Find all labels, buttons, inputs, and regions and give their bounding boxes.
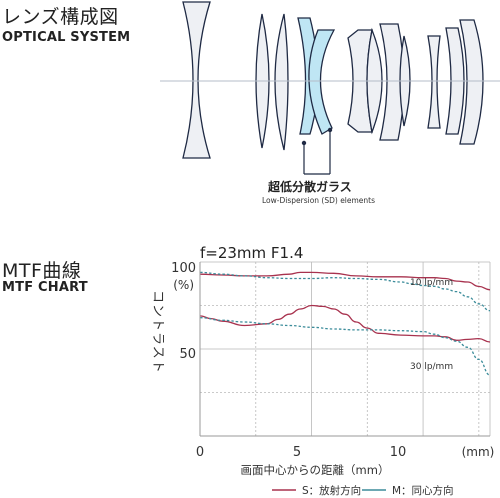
x-tick-label-5: 5 xyxy=(293,445,301,460)
series-layer xyxy=(199,271,491,376)
x-axis-label: 画面中心からの距離（mm） xyxy=(241,463,390,477)
y-tick-label-50: 50 xyxy=(179,347,196,362)
callout-dot-1 xyxy=(301,140,307,146)
grid xyxy=(199,261,491,436)
lens-element-3 xyxy=(274,13,289,151)
x-tick-label-0: 0 xyxy=(196,445,204,460)
sd-element-2 xyxy=(308,29,336,135)
series-line-0 xyxy=(199,271,491,291)
sd-callout-jp: 超低分散ガラス xyxy=(268,180,352,194)
y-axis-label: コントラスト xyxy=(150,290,165,374)
x-tick-label-10: 10 xyxy=(390,445,407,460)
series-line-1 xyxy=(199,271,491,312)
lens-title-en: OPTICAL SYSTEM xyxy=(2,30,131,45)
annotation-30lpmm: 30 lp/mm xyxy=(410,362,453,372)
callout-dot-2 xyxy=(327,127,333,133)
mtf-title-en: MTF CHART xyxy=(2,280,88,295)
y-unit-label: (%) xyxy=(173,278,194,292)
lens-diagram xyxy=(160,1,500,175)
lens-element-12 xyxy=(459,19,484,145)
mtf-title-jp: MTF曲線 xyxy=(2,260,82,282)
lens-element-10 xyxy=(427,35,441,129)
lens-element-1 xyxy=(182,1,211,159)
sd-callout-en: Low-Dispersion (SD) elements xyxy=(262,196,376,205)
lens-title-jp: レンズ構成図 xyxy=(2,6,119,28)
series-line-3 xyxy=(199,317,491,376)
x-unit-label: (mm) xyxy=(462,445,495,459)
legend-label-m: M：同心方向 xyxy=(392,484,454,497)
annotation-10lpmm: 10 lp/mm xyxy=(410,278,453,288)
series-line-2 xyxy=(199,304,491,343)
y-tick-label-100: 100 xyxy=(171,261,196,276)
legend-label-s: S：放射方向 xyxy=(302,484,361,497)
chart-title: f=23mm F1.4 xyxy=(200,244,303,262)
